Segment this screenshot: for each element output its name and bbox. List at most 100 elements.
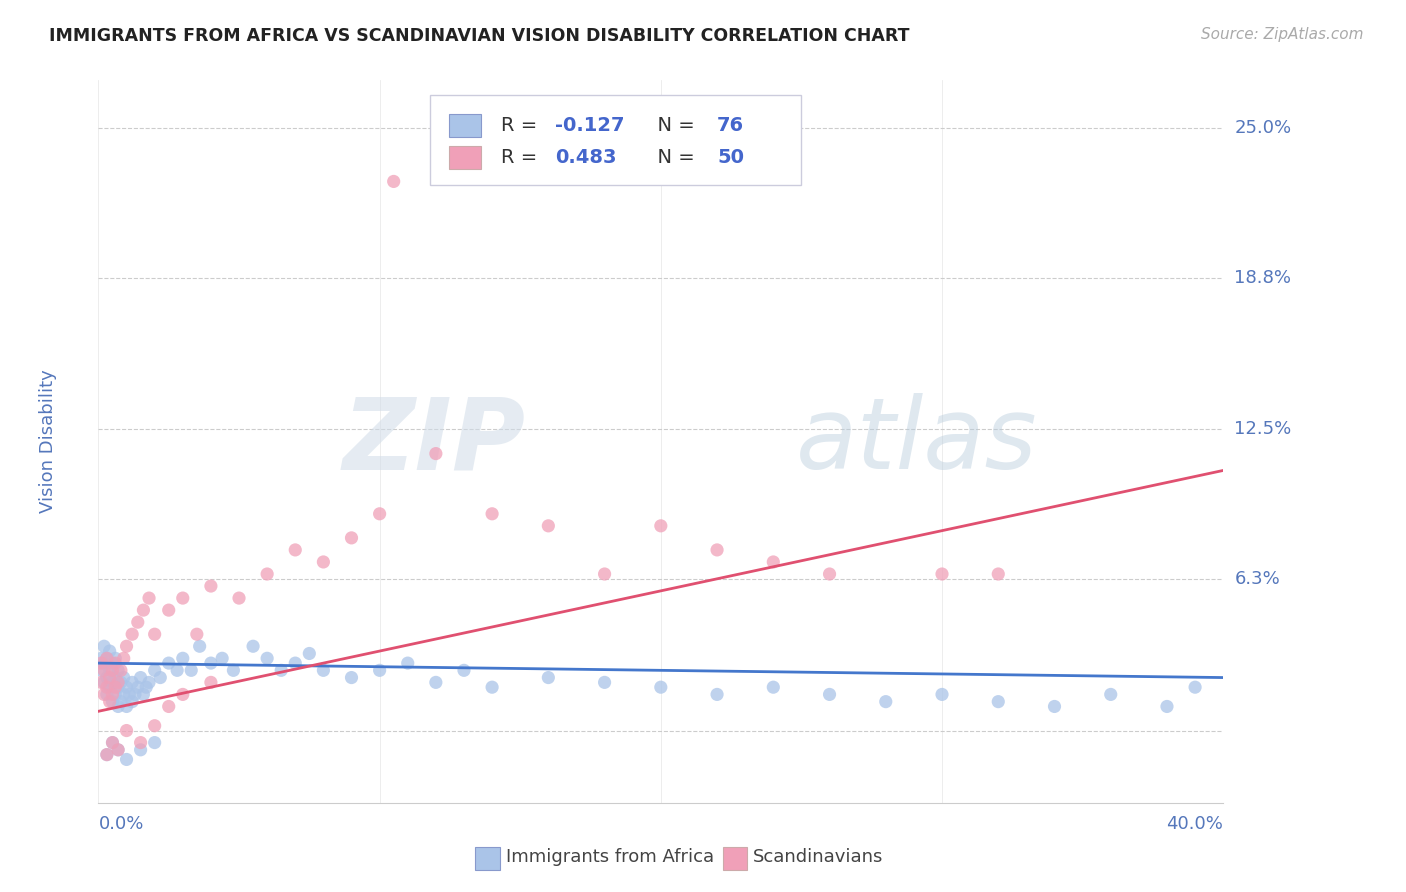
Point	[135, 680, 157, 694]
Text: 40.0%: 40.0%	[1167, 815, 1223, 833]
Text: N =: N =	[645, 148, 702, 167]
Text: Immigrants from Africa: Immigrants from Africa	[506, 848, 714, 866]
Point	[312, 555, 335, 569]
Point	[987, 567, 1010, 582]
FancyBboxPatch shape	[450, 146, 481, 169]
Point	[396, 656, 419, 670]
Point	[127, 680, 149, 694]
Text: atlas: atlas	[796, 393, 1038, 490]
Point	[104, 671, 127, 685]
Point	[104, 680, 127, 694]
Point	[537, 518, 560, 533]
Point	[96, 680, 118, 694]
Point	[650, 518, 672, 533]
Point	[157, 656, 180, 670]
Point	[107, 699, 129, 714]
Point	[98, 664, 121, 678]
Text: 0.483: 0.483	[555, 148, 617, 167]
Point	[481, 680, 503, 694]
Point	[425, 446, 447, 460]
Point	[101, 675, 124, 690]
Point	[110, 664, 132, 678]
Point	[931, 687, 953, 701]
Point	[818, 687, 841, 701]
Point	[115, 680, 138, 694]
Point	[138, 591, 160, 606]
Point	[107, 743, 129, 757]
Point	[537, 671, 560, 685]
Point	[96, 747, 118, 762]
Point	[118, 687, 141, 701]
Point	[593, 567, 616, 582]
Point	[124, 687, 146, 701]
Point	[481, 507, 503, 521]
Point	[284, 542, 307, 557]
Text: 76: 76	[717, 116, 744, 136]
Point	[368, 664, 391, 678]
Point	[188, 639, 211, 653]
Text: Source: ZipAtlas.com: Source: ZipAtlas.com	[1201, 27, 1364, 42]
Point	[593, 675, 616, 690]
Point	[90, 656, 112, 670]
Point	[157, 603, 180, 617]
Point	[129, 735, 152, 749]
Point	[121, 695, 143, 709]
Text: N =: N =	[645, 116, 702, 136]
Point	[222, 664, 245, 678]
Point	[242, 639, 264, 653]
Point	[104, 651, 127, 665]
Point	[98, 644, 121, 658]
Point	[256, 651, 278, 665]
Point	[211, 651, 233, 665]
Point	[98, 671, 121, 685]
Point	[200, 675, 222, 690]
Point	[101, 687, 124, 701]
Point	[425, 675, 447, 690]
Text: ZIP: ZIP	[343, 393, 526, 490]
Point	[200, 579, 222, 593]
Point	[340, 671, 363, 685]
Point	[93, 687, 115, 701]
Point	[298, 647, 321, 661]
Point	[143, 627, 166, 641]
Point	[931, 567, 953, 582]
Text: 12.5%: 12.5%	[1234, 420, 1292, 439]
Point	[818, 567, 841, 582]
Point	[98, 680, 121, 694]
Text: IMMIGRANTS FROM AFRICA VS SCANDINAVIAN VISION DISABILITY CORRELATION CHART: IMMIGRANTS FROM AFRICA VS SCANDINAVIAN V…	[49, 27, 910, 45]
Point	[90, 675, 112, 690]
Point	[101, 656, 124, 670]
Point	[270, 664, 292, 678]
Point	[112, 651, 135, 665]
Point	[172, 687, 194, 701]
Point	[256, 567, 278, 582]
Point	[138, 675, 160, 690]
FancyBboxPatch shape	[450, 114, 481, 137]
Point	[107, 743, 129, 757]
Point	[104, 687, 127, 701]
Point	[132, 687, 155, 701]
Point	[121, 675, 143, 690]
FancyBboxPatch shape	[475, 847, 501, 870]
Point	[93, 656, 115, 670]
Point	[115, 752, 138, 766]
Point	[284, 656, 307, 670]
Point	[368, 507, 391, 521]
Point	[382, 174, 405, 188]
Point	[143, 735, 166, 749]
Point	[762, 555, 785, 569]
Point	[121, 627, 143, 641]
Point	[453, 664, 475, 678]
Text: -0.127: -0.127	[555, 116, 624, 136]
Point	[96, 651, 118, 665]
Point	[110, 675, 132, 690]
Point	[101, 664, 124, 678]
Point	[112, 687, 135, 701]
Point	[706, 687, 728, 701]
Point	[115, 723, 138, 738]
Point	[112, 671, 135, 685]
Text: R =: R =	[501, 116, 544, 136]
Point	[90, 651, 112, 665]
Point	[987, 695, 1010, 709]
Point	[93, 664, 115, 678]
